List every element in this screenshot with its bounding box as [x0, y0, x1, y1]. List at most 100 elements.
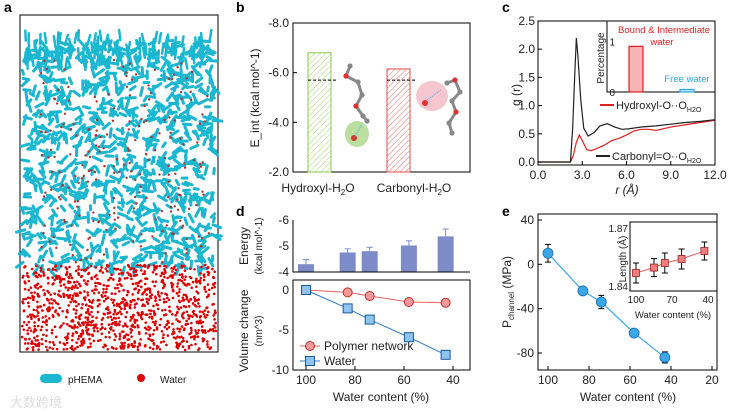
inset-x-tick-label: 100 [628, 295, 645, 306]
water-dot [183, 162, 186, 165]
water-dot [183, 278, 187, 281]
phema-segment [163, 102, 174, 111]
water-dot [180, 266, 184, 269]
water-dot [86, 248, 89, 252]
water-dot [141, 292, 144, 296]
water-dot [150, 317, 154, 320]
water-dot [185, 319, 188, 323]
water-dot [147, 158, 150, 161]
water-dot [145, 313, 149, 316]
water-dot [81, 343, 84, 347]
phema-segment [107, 56, 111, 70]
y-tick-label: 0.5 [518, 127, 535, 141]
water-dot [28, 337, 31, 341]
phema-segment [212, 166, 216, 176]
water-dot [80, 268, 83, 272]
water-dot [136, 284, 140, 288]
water-dot [185, 310, 189, 314]
phema-segment [183, 91, 192, 100]
panel-label-c: c [502, 0, 510, 15]
water-dot [186, 282, 190, 286]
phema-segment [92, 32, 98, 45]
water-dot [130, 335, 133, 338]
phema-segment [184, 244, 194, 249]
phema-segment [56, 218, 64, 225]
water-dot [113, 206, 116, 210]
water-dot [165, 327, 169, 331]
bottom-y-label: (nm^3) [254, 316, 265, 347]
water-dot [206, 94, 209, 98]
phema-segment [194, 206, 202, 218]
water-dot [212, 283, 215, 287]
water-dot [27, 305, 31, 308]
water-dot [120, 284, 123, 287]
water-dot [26, 342, 30, 345]
water-dot [48, 340, 52, 344]
phema-segment [21, 232, 27, 241]
water-dot [91, 298, 95, 302]
phema-segment [202, 57, 212, 65]
phema-segment [107, 264, 113, 275]
water-dot [95, 316, 98, 320]
water-dot [105, 133, 109, 136]
water-dot [118, 302, 121, 306]
water-dot [117, 272, 121, 276]
phema-segment [24, 90, 29, 104]
water-dot [153, 268, 156, 272]
phema-segment [141, 46, 147, 60]
water-dot [70, 347, 74, 351]
water-dot [108, 311, 112, 314]
water-dot [81, 303, 84, 306]
phema-segment [37, 240, 51, 245]
water-dot [183, 348, 187, 352]
water-dot [127, 149, 130, 152]
water-dot [83, 296, 87, 299]
water-dot [177, 307, 180, 311]
water-dot [189, 326, 193, 330]
water-dot [81, 329, 84, 332]
water-dot [132, 270, 136, 274]
water-dot [71, 254, 74, 257]
water-dot [82, 337, 85, 341]
water-dot [47, 317, 51, 320]
phema-segment [170, 227, 180, 235]
water-dot [37, 295, 41, 298]
hbond-highlight-hydroxyl [345, 121, 369, 147]
phema-segment [43, 180, 51, 186]
water-dot [168, 305, 171, 309]
water-dot [126, 338, 129, 341]
water-dot [176, 327, 179, 330]
phema-segment [38, 73, 50, 82]
water-dot [151, 270, 155, 274]
water-dot [206, 310, 210, 314]
water-dot [149, 326, 152, 330]
water-dot [169, 205, 173, 209]
water-dot [24, 281, 27, 285]
phema-segment [27, 104, 33, 113]
inset-point [677, 255, 686, 263]
phema-segment [88, 84, 98, 96]
water-dot [97, 291, 101, 294]
water-dot [139, 269, 143, 272]
water-dot [193, 303, 197, 307]
water-dot [133, 344, 136, 348]
phema-segment [140, 32, 146, 46]
water-dot [181, 345, 185, 349]
water-dot [203, 275, 206, 279]
water-dot [176, 198, 179, 201]
phema-segment [73, 208, 81, 219]
water-dot [123, 307, 127, 311]
water-dot [22, 328, 26, 331]
water-dot [181, 336, 185, 340]
water-dot [58, 277, 62, 281]
water-dot [104, 290, 108, 294]
water-dot [182, 281, 185, 285]
phema-segment [118, 52, 124, 65]
phema-segment [156, 159, 162, 168]
phema-segment [172, 158, 183, 167]
water-dot [213, 281, 217, 285]
water-dot [72, 326, 76, 330]
phema-segment [157, 119, 168, 124]
water-dot [178, 273, 181, 277]
water-dot [128, 120, 131, 123]
